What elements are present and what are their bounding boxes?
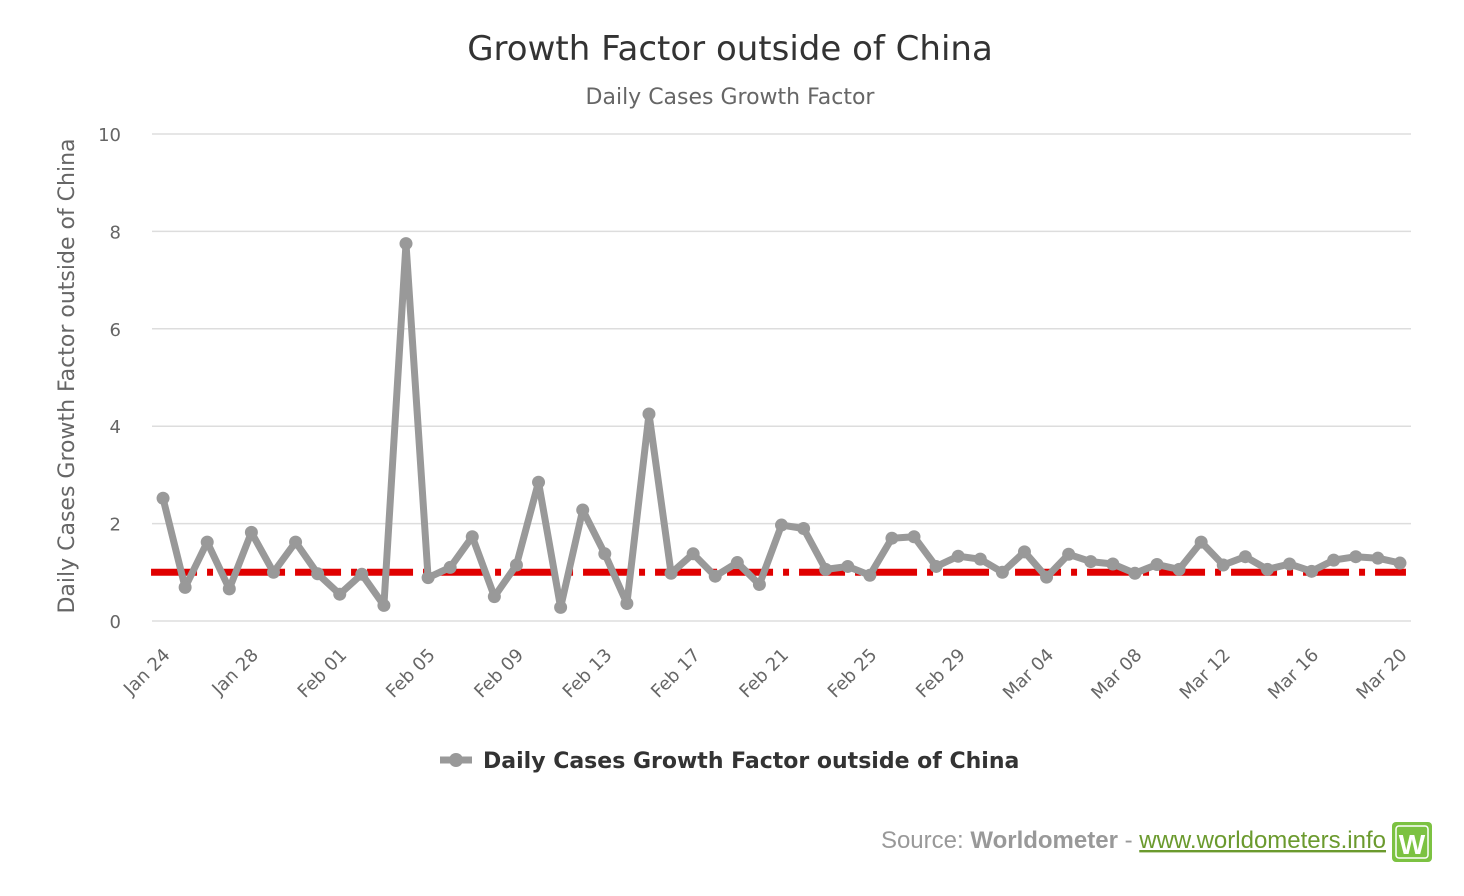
data-point[interactable] [686,547,700,561]
data-point[interactable] [752,577,766,591]
x-tick-label: Jan 28 [208,645,263,700]
logo-letter: W [1399,829,1426,860]
chart-subtitle: Daily Cases Growth Factor [586,85,876,110]
data-point[interactable] [642,407,656,421]
data-point[interactable] [355,567,369,581]
data-point[interactable] [1327,553,1341,567]
x-tick-label: Feb 21 [735,645,793,703]
data-point[interactable] [576,503,590,517]
data-point[interactable] [1216,558,1230,572]
data-point[interactable] [487,590,501,604]
x-tick-label: Feb 25 [824,645,882,703]
data-point[interactable] [1393,556,1407,570]
data-point[interactable] [244,525,258,539]
data-point[interactable] [1106,557,1120,571]
data-point[interactable] [222,582,236,596]
data-point[interactable] [819,562,833,576]
data-point[interactable] [377,598,391,612]
source-credit: Source: Worldometer - www.worldometers.i… [881,827,1386,854]
data-point[interactable] [1305,564,1319,578]
y-tick-label: 6 [110,320,121,341]
x-axis-ticks: Jan 24 Jan 28 Feb 01 Feb 05 Feb 09 Feb 13 Feb … [119,645,1411,704]
data-point[interactable] [443,560,457,574]
y-tick-label: 8 [110,222,121,243]
data-point[interactable] [1017,545,1031,559]
data-point[interactable] [598,547,612,561]
series-layer [156,237,1407,614]
data-point[interactable] [289,535,303,549]
x-tick-label: Feb 13 [559,645,617,703]
data-point[interactable] [885,531,899,545]
data-point[interactable] [1172,562,1186,576]
y-tick-label: 10 [98,125,121,146]
legend[interactable]: Daily Cases Growth Factor outside of Chi… [440,749,1019,774]
data-point[interactable] [775,518,788,532]
worldometer-logo-icon[interactable]: W [1392,822,1432,862]
data-point[interactable] [797,521,811,535]
y-tick-label: 2 [110,515,121,536]
data-point[interactable] [311,567,325,581]
data-point[interactable] [554,600,568,614]
data-point[interactable] [156,491,170,505]
data-point[interactable] [200,535,214,549]
x-tick-label: Jan 24 [119,645,174,700]
data-point[interactable] [509,558,523,572]
x-tick-label: Mar 20 [1352,645,1411,704]
source-prefix: Source: [881,827,970,854]
source-separator: - [1118,827,1139,854]
x-tick-label: Mar 04 [999,645,1058,704]
legend-marker-icon [449,753,463,767]
data-point[interactable] [1349,550,1363,564]
grid-lines [152,133,1411,622]
x-tick-label: Feb 01 [294,645,352,703]
x-tick-label: Feb 29 [912,645,970,703]
x-tick-label: Mar 08 [1087,645,1146,704]
data-point[interactable] [1238,550,1252,564]
data-point[interactable] [620,596,634,610]
data-point[interactable] [1260,562,1274,576]
x-tick-label: Feb 05 [382,645,440,703]
data-point[interactable] [399,237,413,251]
x-tick-label: Feb 17 [647,645,705,703]
data-point[interactable] [863,568,877,582]
data-point[interactable] [1084,555,1098,569]
legend-label: Daily Cases Growth Factor outside of Chi… [483,749,1019,774]
data-point[interactable] [973,552,987,566]
data-point[interactable] [708,569,722,583]
data-point[interactable] [333,587,347,601]
data-point[interactable] [664,566,678,580]
data-point[interactable] [841,559,855,573]
data-point[interactable] [929,559,943,573]
x-tick-label: Feb 09 [470,645,528,703]
data-point[interactable] [1150,558,1164,572]
data-point[interactable] [421,571,435,585]
data-point[interactable] [995,565,1009,579]
data-point[interactable] [465,530,479,544]
data-point[interactable] [1283,557,1297,571]
data-point[interactable] [1194,535,1208,549]
source-name: Worldometer [970,827,1118,854]
data-point[interactable] [178,580,192,594]
y-axis-ticks: 0 2 4 6 8 10 [98,125,121,633]
y-tick-label: 0 [110,612,121,633]
data-point[interactable] [266,565,280,579]
data-point[interactable] [907,530,921,544]
x-tick-label: Mar 16 [1264,645,1323,704]
data-point[interactable] [1371,551,1385,565]
data-point[interactable] [1128,566,1142,580]
data-point[interactable] [1040,570,1054,584]
y-tick-label: 4 [110,417,121,438]
source-link[interactable]: www.worldometers.info [1138,827,1386,854]
data-point[interactable] [1062,547,1076,561]
chart-title: Growth Factor outside of China [467,29,993,69]
y-axis-title: Daily Cases Growth Factor outside of Chi… [55,138,80,613]
data-point[interactable] [730,556,744,570]
data-point[interactable] [951,549,965,563]
data-point[interactable] [532,475,546,489]
x-tick-label: Mar 12 [1176,645,1235,704]
